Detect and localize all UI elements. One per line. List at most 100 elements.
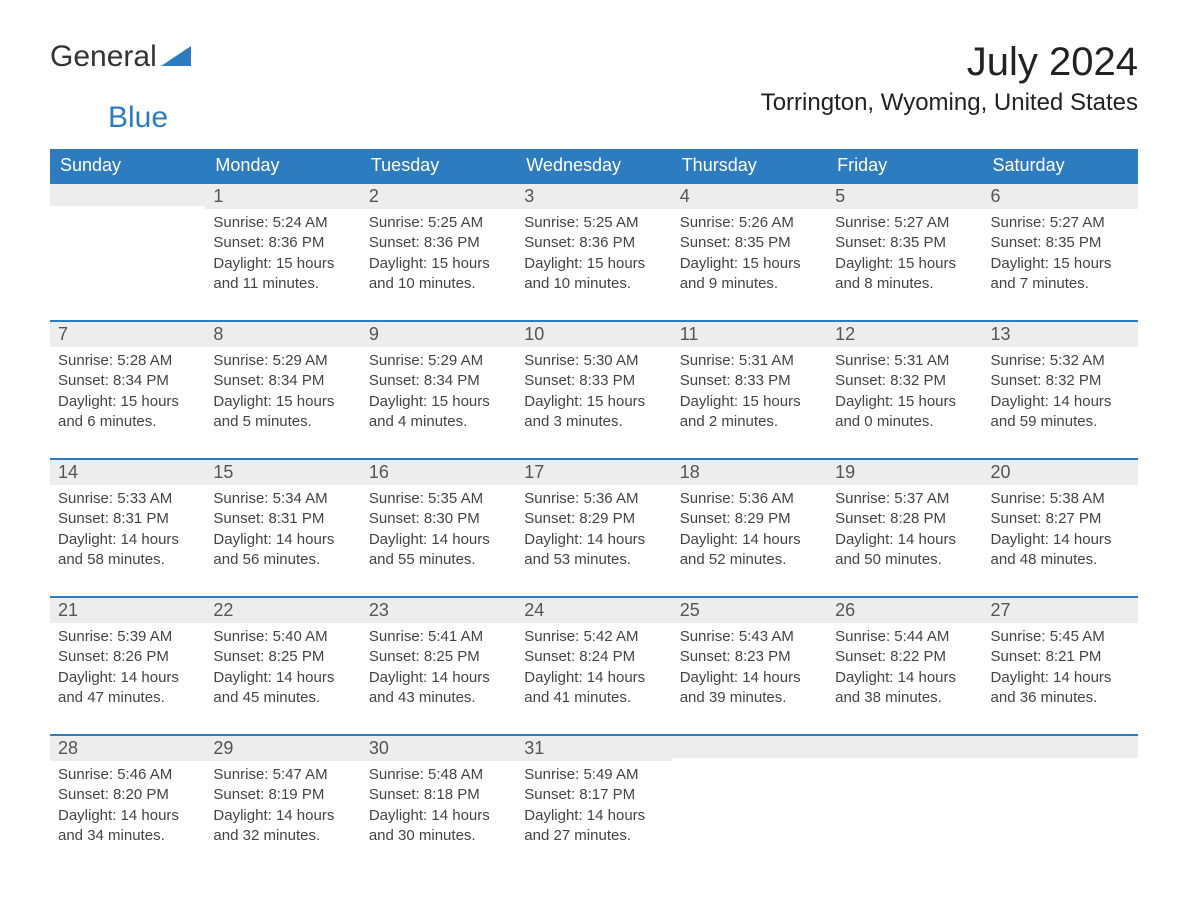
weekday-header: Saturday bbox=[983, 149, 1138, 182]
day-body: Sunrise: 5:42 AMSunset: 8:24 PMDaylight:… bbox=[516, 623, 671, 734]
sunset-text: Sunset: 8:29 PM bbox=[680, 509, 819, 529]
calendar-day-cell: 11Sunrise: 5:31 AMSunset: 8:33 PMDayligh… bbox=[672, 320, 827, 458]
calendar-day-cell: 6Sunrise: 5:27 AMSunset: 8:35 PMDaylight… bbox=[983, 182, 1138, 320]
calendar-body: 1Sunrise: 5:24 AMSunset: 8:36 PMDaylight… bbox=[50, 182, 1138, 872]
calendar-day-cell: 15Sunrise: 5:34 AMSunset: 8:31 PMDayligh… bbox=[205, 458, 360, 596]
sunset-text: Sunset: 8:25 PM bbox=[213, 647, 352, 667]
sunrise-text: Sunrise: 5:27 AM bbox=[835, 213, 974, 233]
sunrise-text: Sunrise: 5:47 AM bbox=[213, 765, 352, 785]
sunrise-text: Sunrise: 5:42 AM bbox=[524, 627, 663, 647]
day-body bbox=[50, 206, 205, 296]
sunrise-text: Sunrise: 5:37 AM bbox=[835, 489, 974, 509]
day-body: Sunrise: 5:31 AMSunset: 8:32 PMDaylight:… bbox=[827, 347, 982, 458]
calendar-day-cell bbox=[50, 182, 205, 320]
day-body: Sunrise: 5:31 AMSunset: 8:33 PMDaylight:… bbox=[672, 347, 827, 458]
calendar-day-cell: 31Sunrise: 5:49 AMSunset: 8:17 PMDayligh… bbox=[516, 734, 671, 872]
calendar-day-cell: 17Sunrise: 5:36 AMSunset: 8:29 PMDayligh… bbox=[516, 458, 671, 596]
sunrise-text: Sunrise: 5:31 AM bbox=[680, 351, 819, 371]
sunset-text: Sunset: 8:23 PM bbox=[680, 647, 819, 667]
day-number: 31 bbox=[516, 734, 671, 761]
day-number: 15 bbox=[205, 458, 360, 485]
day-body: Sunrise: 5:40 AMSunset: 8:25 PMDaylight:… bbox=[205, 623, 360, 734]
calendar-day-cell: 18Sunrise: 5:36 AMSunset: 8:29 PMDayligh… bbox=[672, 458, 827, 596]
day-number: 30 bbox=[361, 734, 516, 761]
day-body: Sunrise: 5:49 AMSunset: 8:17 PMDaylight:… bbox=[516, 761, 671, 872]
day-number: 16 bbox=[361, 458, 516, 485]
daylight-text: Daylight: 14 hours and 53 minutes. bbox=[524, 530, 663, 571]
weekday-header: Sunday bbox=[50, 149, 205, 182]
calendar-day-cell: 10Sunrise: 5:30 AMSunset: 8:33 PMDayligh… bbox=[516, 320, 671, 458]
sunrise-text: Sunrise: 5:36 AM bbox=[524, 489, 663, 509]
sunrise-text: Sunrise: 5:36 AM bbox=[680, 489, 819, 509]
sunset-text: Sunset: 8:18 PM bbox=[369, 785, 508, 805]
calendar-day-cell bbox=[983, 734, 1138, 872]
day-number bbox=[672, 734, 827, 758]
day-number: 20 bbox=[983, 458, 1138, 485]
day-number: 21 bbox=[50, 596, 205, 623]
sunset-text: Sunset: 8:28 PM bbox=[835, 509, 974, 529]
sunrise-text: Sunrise: 5:49 AM bbox=[524, 765, 663, 785]
daylight-text: Daylight: 14 hours and 38 minutes. bbox=[835, 668, 974, 709]
calendar-day-cell: 1Sunrise: 5:24 AMSunset: 8:36 PMDaylight… bbox=[205, 182, 360, 320]
sunset-text: Sunset: 8:31 PM bbox=[213, 509, 352, 529]
day-number: 25 bbox=[672, 596, 827, 623]
day-number: 17 bbox=[516, 458, 671, 485]
day-number: 4 bbox=[672, 182, 827, 209]
sunrise-text: Sunrise: 5:44 AM bbox=[835, 627, 974, 647]
sunrise-text: Sunrise: 5:29 AM bbox=[369, 351, 508, 371]
day-number: 18 bbox=[672, 458, 827, 485]
sunset-text: Sunset: 8:34 PM bbox=[58, 371, 197, 391]
calendar-day-cell: 24Sunrise: 5:42 AMSunset: 8:24 PMDayligh… bbox=[516, 596, 671, 734]
brand-general: General bbox=[50, 40, 157, 74]
daylight-text: Daylight: 14 hours and 58 minutes. bbox=[58, 530, 197, 571]
sunset-text: Sunset: 8:32 PM bbox=[991, 371, 1130, 391]
day-body: Sunrise: 5:36 AMSunset: 8:29 PMDaylight:… bbox=[672, 485, 827, 596]
day-body: Sunrise: 5:36 AMSunset: 8:29 PMDaylight:… bbox=[516, 485, 671, 596]
day-number: 23 bbox=[361, 596, 516, 623]
calendar-day-cell: 26Sunrise: 5:44 AMSunset: 8:22 PMDayligh… bbox=[827, 596, 982, 734]
daylight-text: Daylight: 14 hours and 43 minutes. bbox=[369, 668, 508, 709]
sunrise-text: Sunrise: 5:46 AM bbox=[58, 765, 197, 785]
day-number: 10 bbox=[516, 320, 671, 347]
daylight-text: Daylight: 14 hours and 39 minutes. bbox=[680, 668, 819, 709]
daylight-text: Daylight: 14 hours and 45 minutes. bbox=[213, 668, 352, 709]
daylight-text: Daylight: 14 hours and 59 minutes. bbox=[991, 392, 1130, 433]
calendar-day-cell: 9Sunrise: 5:29 AMSunset: 8:34 PMDaylight… bbox=[361, 320, 516, 458]
calendar-week-row: 7Sunrise: 5:28 AMSunset: 8:34 PMDaylight… bbox=[50, 320, 1138, 458]
day-body: Sunrise: 5:26 AMSunset: 8:35 PMDaylight:… bbox=[672, 209, 827, 320]
calendar-day-cell: 16Sunrise: 5:35 AMSunset: 8:30 PMDayligh… bbox=[361, 458, 516, 596]
daylight-text: Daylight: 15 hours and 10 minutes. bbox=[524, 254, 663, 295]
day-body: Sunrise: 5:46 AMSunset: 8:20 PMDaylight:… bbox=[50, 761, 205, 872]
weekday-header: Monday bbox=[205, 149, 360, 182]
day-number bbox=[983, 734, 1138, 758]
daylight-text: Daylight: 15 hours and 8 minutes. bbox=[835, 254, 974, 295]
day-number: 27 bbox=[983, 596, 1138, 623]
sunset-text: Sunset: 8:25 PM bbox=[369, 647, 508, 667]
day-number: 1 bbox=[205, 182, 360, 209]
calendar-day-cell: 25Sunrise: 5:43 AMSunset: 8:23 PMDayligh… bbox=[672, 596, 827, 734]
day-body: Sunrise: 5:41 AMSunset: 8:25 PMDaylight:… bbox=[361, 623, 516, 734]
brand-mark-icon bbox=[161, 40, 191, 74]
calendar-day-cell: 5Sunrise: 5:27 AMSunset: 8:35 PMDaylight… bbox=[827, 182, 982, 320]
day-body: Sunrise: 5:43 AMSunset: 8:23 PMDaylight:… bbox=[672, 623, 827, 734]
calendar-week-row: 1Sunrise: 5:24 AMSunset: 8:36 PMDaylight… bbox=[50, 182, 1138, 320]
day-body: Sunrise: 5:29 AMSunset: 8:34 PMDaylight:… bbox=[361, 347, 516, 458]
daylight-text: Daylight: 15 hours and 3 minutes. bbox=[524, 392, 663, 433]
daylight-text: Daylight: 15 hours and 7 minutes. bbox=[991, 254, 1130, 295]
weekday-header: Thursday bbox=[672, 149, 827, 182]
day-body: Sunrise: 5:32 AMSunset: 8:32 PMDaylight:… bbox=[983, 347, 1138, 458]
day-number: 11 bbox=[672, 320, 827, 347]
calendar-day-cell: 19Sunrise: 5:37 AMSunset: 8:28 PMDayligh… bbox=[827, 458, 982, 596]
sunset-text: Sunset: 8:22 PM bbox=[835, 647, 974, 667]
calendar-week-row: 28Sunrise: 5:46 AMSunset: 8:20 PMDayligh… bbox=[50, 734, 1138, 872]
daylight-text: Daylight: 15 hours and 2 minutes. bbox=[680, 392, 819, 433]
day-number: 24 bbox=[516, 596, 671, 623]
calendar-day-cell: 13Sunrise: 5:32 AMSunset: 8:32 PMDayligh… bbox=[983, 320, 1138, 458]
sunrise-text: Sunrise: 5:24 AM bbox=[213, 213, 352, 233]
sunset-text: Sunset: 8:17 PM bbox=[524, 785, 663, 805]
sunset-text: Sunset: 8:35 PM bbox=[680, 233, 819, 253]
day-body: Sunrise: 5:48 AMSunset: 8:18 PMDaylight:… bbox=[361, 761, 516, 872]
sunrise-text: Sunrise: 5:32 AM bbox=[991, 351, 1130, 371]
day-body: Sunrise: 5:24 AMSunset: 8:36 PMDaylight:… bbox=[205, 209, 360, 320]
day-number bbox=[827, 734, 982, 758]
